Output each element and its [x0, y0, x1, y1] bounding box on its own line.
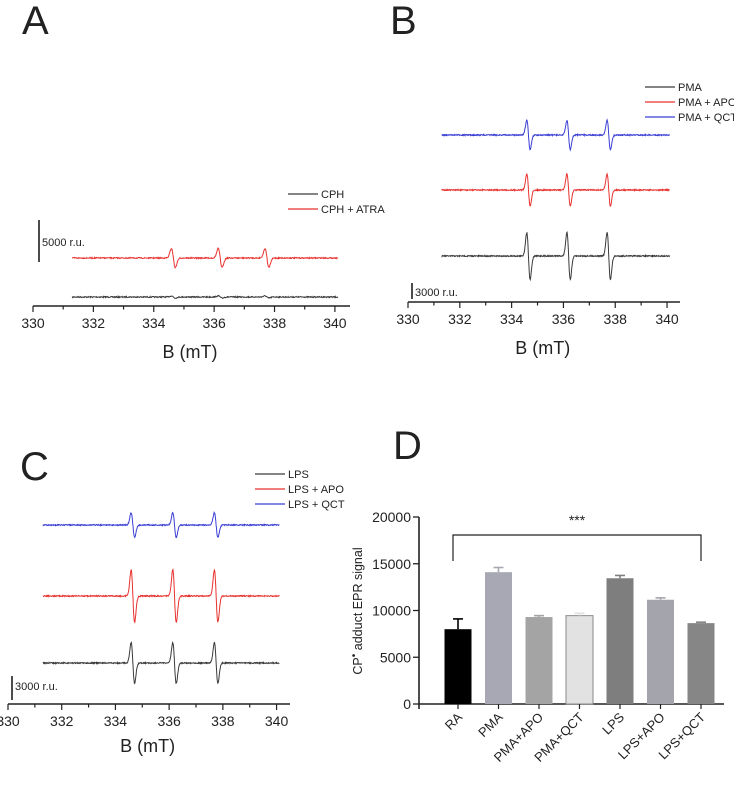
scale-bar-label: 3000 r.u.: [415, 287, 458, 299]
panel-d-bar-chart: 0 5000 10000 15000 20000 CP• adduct EPR signa…: [349, 509, 724, 765]
x-tick-label: 338: [604, 311, 628, 327]
legend-label: CPH: [321, 189, 344, 201]
y-axis-title-superscript: •: [349, 653, 360, 657]
x-tick-label: 336: [552, 311, 576, 327]
significance-bracket: [452, 534, 702, 561]
significance-label: ***: [569, 512, 586, 528]
spectrum-pma-apo: [441, 172, 670, 208]
panel-a-epr-spectra: 330 332 334 336 338 340 B (mT) 5000 r.u. CPH CPH …: [21, 189, 385, 362]
x-tick-label: 334: [142, 315, 166, 331]
x-tick-label: 336: [202, 315, 226, 331]
category-label: LPS: [599, 709, 627, 737]
legend-label: PMA: [678, 82, 703, 94]
scale-bar-label: 3000 r.u.: [15, 681, 58, 693]
legend-label: CPH + ATRA: [321, 204, 385, 216]
y-axis-title-rest: adduct EPR signal: [351, 547, 365, 653]
x-tick-label: 340: [655, 311, 679, 327]
legend-label: LPS + QCT: [288, 499, 345, 511]
x-tick-label: 340: [323, 315, 347, 331]
spectrum-lps-apo: [42, 568, 280, 624]
x-tick-label: 332: [82, 315, 106, 331]
x-tick-label: 330: [396, 311, 420, 327]
x-tick-label: 330: [21, 315, 45, 331]
category-label: PMA: [475, 709, 506, 740]
y-tick-label: 0: [403, 696, 411, 712]
bar-lps-apo: [647, 599, 674, 704]
x-axis-title: B (mT): [120, 736, 175, 756]
spectrum-pma-qct: [441, 118, 670, 152]
spectrum-cph-atra: [71, 246, 339, 270]
spectrum-lps: [42, 640, 280, 685]
spectrum-lps-qct: [42, 510, 280, 539]
legend-label: PMA + QCT: [678, 112, 734, 124]
x-tick-label: 334: [104, 713, 128, 729]
legend-label: LPS: [288, 469, 309, 481]
bar-pma-qct: [565, 615, 594, 705]
x-axis-title: B (mT): [515, 338, 570, 358]
x-tick-label: 332: [50, 713, 74, 729]
spectrum-cph: [71, 294, 339, 299]
panel-letter-d: D: [393, 424, 422, 468]
legend-label: PMA + APO: [678, 97, 734, 109]
x-tick-label: 334: [500, 311, 524, 327]
bar-ra: [444, 629, 472, 704]
bar-pma-apo: [525, 617, 553, 704]
panel-letter-c: C: [20, 445, 49, 489]
y-axis-title: CP• adduct EPR signal: [349, 547, 365, 674]
y-tick-label: 10000: [372, 603, 411, 619]
bar-lps-qct: [687, 623, 715, 704]
bar-pma: [485, 572, 512, 704]
y-tick-label: 15000: [372, 556, 411, 572]
panel-b-epr-spectra: 330 332 334 336 338 340 B (mT) 3000 r.u. PMA PMA …: [396, 82, 734, 358]
panel-letter-a: A: [22, 0, 49, 43]
bar-lps: [606, 578, 634, 704]
x-tick-label: 332: [448, 311, 472, 327]
x-tick-label: 330: [0, 713, 20, 729]
panel-c-epr-spectra: 330 332 334 336 338 340 B (mT) 3000 r.u. LPS LPS …: [0, 469, 345, 756]
spectrum-pma: [441, 231, 671, 282]
x-tick-label: 336: [157, 713, 181, 729]
x-tick-label: 338: [211, 713, 235, 729]
y-tick-label: 5000: [380, 649, 411, 665]
x-tick-label: 338: [263, 315, 287, 331]
panel-letter-b: B: [390, 0, 417, 43]
x-tick-label: 340: [265, 713, 289, 729]
scale-bar-label: 5000 r.u.: [42, 237, 85, 249]
x-axis-title: B (mT): [162, 342, 217, 362]
y-axis-title-main: CP: [351, 657, 365, 674]
legend-label: LPS + APO: [288, 484, 344, 496]
y-tick-label: 20000: [372, 509, 411, 525]
category-label: RA: [442, 709, 466, 733]
